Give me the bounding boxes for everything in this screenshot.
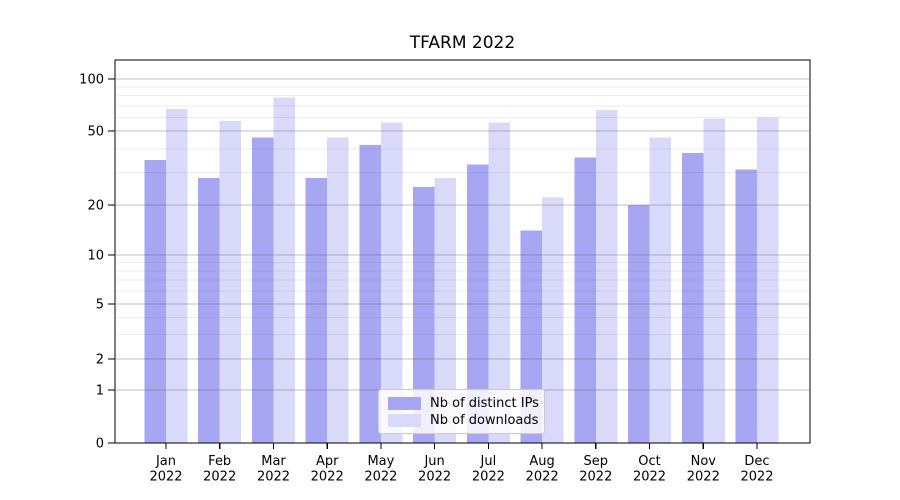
- legend-entry-downloads: Nb of downloads: [388, 412, 539, 428]
- bar-downloads-sep: [595, 110, 618, 443]
- y-tick-label-10: 10: [87, 249, 104, 264]
- bar-downloads-mar: [273, 97, 295, 443]
- y-tick-label-20: 20: [87, 199, 104, 214]
- bar-distinct-ips-jul: [466, 164, 489, 443]
- bar-distinct-ips-jan: [144, 159, 166, 444]
- x-tick-label-jan: Jan 2022: [149, 454, 182, 485]
- legend: Nb of distinct IPs Nb of downloads: [378, 389, 545, 434]
- y-tick-label-1: 1: [96, 384, 104, 399]
- y-tick-label-0: 0: [96, 437, 104, 452]
- x-tick-label-nov: Nov 2022: [687, 454, 720, 485]
- legend-label-distinct-ips: Nb of distinct IPs: [430, 395, 539, 411]
- bar-downloads-jun: [434, 177, 457, 444]
- bar-downloads-may: [380, 122, 403, 443]
- x-tick-label-feb: Feb 2022: [203, 454, 236, 485]
- y-tick-label-100: 100: [79, 73, 104, 88]
- legend-swatch-distinct-ips: [388, 396, 421, 410]
- bar-distinct-ips-oct: [628, 205, 650, 443]
- x-tick-label-jul: Jul 2022: [472, 454, 505, 485]
- x-tick-label-may: May 2022: [364, 454, 397, 485]
- bar-downloads-feb: [219, 121, 242, 443]
- legend-swatch-downloads: [388, 413, 421, 427]
- bar-distinct-ips-mar: [252, 137, 274, 443]
- bar-downloads-jan: [166, 109, 188, 443]
- bar-downloads-nov: [703, 118, 725, 443]
- bar-downloads-jul: [488, 122, 510, 443]
- bar-downloads-oct: [649, 137, 671, 443]
- x-tick-label-aug: Aug 2022: [526, 454, 559, 485]
- y-tick-label-50: 50: [87, 125, 104, 140]
- x-tick-label-apr: Apr 2022: [311, 454, 344, 485]
- bar-distinct-ips-apr: [305, 177, 328, 444]
- bar-downloads-dec: [757, 117, 779, 444]
- plot-border: [114, 59, 811, 444]
- x-tick-label-oct: Oct 2022: [633, 454, 666, 485]
- legend-label-downloads: Nb of downloads: [430, 412, 539, 428]
- x-tick-label-mar: Mar 2022: [257, 454, 290, 485]
- bar-distinct-ips-nov: [681, 153, 704, 443]
- bar-distinct-ips-feb: [198, 177, 220, 444]
- bar-distinct-ips-dec: [735, 169, 757, 443]
- legend-entry-distinct-ips: Nb of distinct IPs: [388, 396, 539, 410]
- bar-distinct-ips-sep: [574, 157, 596, 443]
- x-tick-label-dec: Dec 2022: [740, 454, 773, 485]
- y-tick-label-5: 5: [96, 298, 104, 313]
- bar-downloads-apr: [327, 137, 349, 443]
- x-tick-label-jun: Jun 2022: [418, 454, 451, 485]
- bar-downloads-aug: [542, 197, 564, 443]
- y-tick-label-2: 2: [96, 353, 104, 368]
- chart-title: TFARM 2022: [409, 33, 516, 53]
- bar-distinct-ips-may: [359, 145, 381, 443]
- bar-distinct-ips-jun: [413, 187, 435, 443]
- x-tick-label-sep: Sep 2022: [579, 454, 612, 485]
